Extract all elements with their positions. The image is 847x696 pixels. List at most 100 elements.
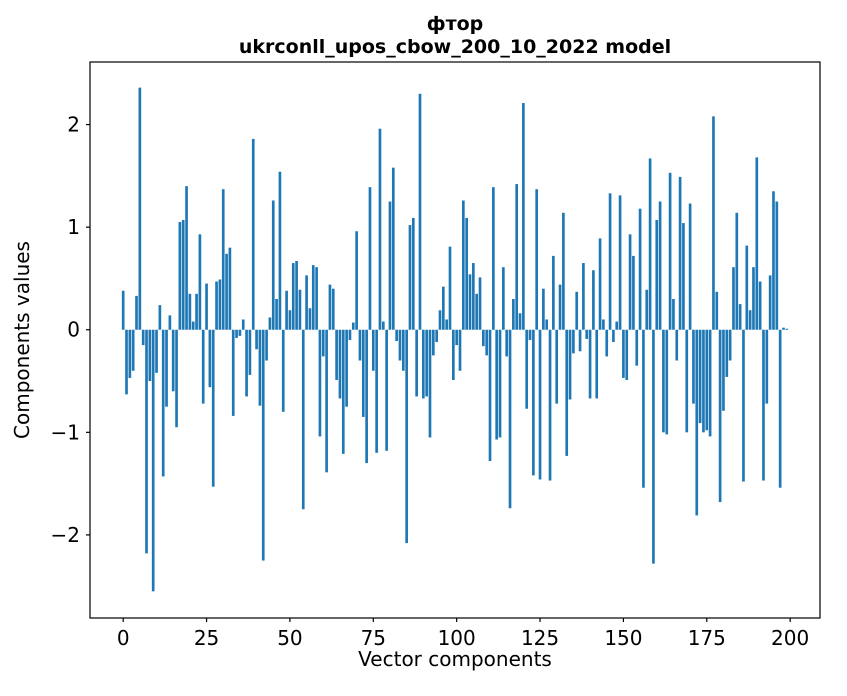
bar <box>625 329 629 381</box>
bar <box>655 219 659 330</box>
bar <box>785 328 789 330</box>
bar <box>712 116 715 330</box>
bar <box>658 201 662 330</box>
bar <box>595 329 599 399</box>
bar <box>148 329 152 382</box>
x-tick-label: 0 <box>117 626 130 650</box>
bar <box>475 293 479 330</box>
bar <box>528 329 532 340</box>
bar <box>441 286 445 330</box>
bar <box>138 87 142 330</box>
bar <box>345 329 348 407</box>
bar <box>492 187 495 330</box>
bar <box>588 329 592 399</box>
bar <box>632 255 635 330</box>
bar <box>758 281 762 330</box>
bar <box>201 329 205 404</box>
bar <box>485 329 489 356</box>
bar <box>401 329 405 371</box>
bar <box>778 329 782 488</box>
bar <box>355 231 358 330</box>
bar <box>612 329 615 343</box>
bar <box>602 319 605 330</box>
bar <box>245 329 248 397</box>
bar <box>181 219 185 330</box>
bar <box>705 329 709 431</box>
bar <box>211 329 215 487</box>
bar <box>672 298 675 330</box>
bar <box>341 329 345 454</box>
bar <box>508 329 512 509</box>
bar <box>578 329 582 352</box>
bar <box>425 329 428 397</box>
bar <box>125 329 128 395</box>
bar <box>315 267 318 330</box>
bar <box>335 329 338 381</box>
bar <box>178 222 182 330</box>
bar <box>752 267 755 330</box>
bar <box>512 298 515 330</box>
bar <box>311 265 315 330</box>
bar <box>348 329 352 340</box>
bar <box>642 329 645 488</box>
bar <box>552 255 555 330</box>
x-tick-label: 175 <box>688 626 726 650</box>
bar <box>271 200 275 330</box>
bar <box>145 329 148 554</box>
bar <box>375 329 378 453</box>
bar <box>365 329 368 464</box>
bar <box>685 329 689 433</box>
bar <box>598 238 602 330</box>
bar <box>318 329 322 437</box>
bar <box>385 329 388 451</box>
bar <box>231 329 235 416</box>
bar <box>228 247 232 330</box>
bar <box>421 329 425 399</box>
y-tick-label: −1 <box>51 420 80 444</box>
bar <box>325 329 328 473</box>
bar <box>745 245 749 330</box>
bar <box>301 329 305 510</box>
bar <box>258 329 262 406</box>
bar <box>165 329 168 407</box>
bar <box>371 329 375 371</box>
bar <box>738 304 742 330</box>
bar <box>171 329 175 392</box>
bar <box>662 329 665 433</box>
bar <box>722 329 725 411</box>
bar <box>695 329 699 516</box>
axes-spines <box>89 61 821 619</box>
bar <box>128 329 132 378</box>
x-tick-label: 25 <box>194 626 219 650</box>
chart-title: фтор <box>427 13 484 35</box>
bar <box>545 319 549 330</box>
bar <box>255 329 258 350</box>
bar <box>765 329 769 404</box>
bar <box>411 217 415 330</box>
bar <box>498 329 502 438</box>
bar <box>158 305 162 330</box>
bar <box>782 327 785 330</box>
bar <box>608 193 612 330</box>
chart-subtitle: ukrconll_upos_cbow_200_10_2022 model <box>239 36 671 58</box>
bar <box>775 201 779 330</box>
bar <box>218 279 222 330</box>
y-axis-label: Components values <box>10 241 34 439</box>
bar <box>772 191 775 330</box>
bar <box>305 275 308 330</box>
bar <box>678 176 682 330</box>
bar <box>368 187 372 330</box>
bar <box>582 263 585 330</box>
bar <box>445 319 448 330</box>
bar <box>131 329 135 371</box>
x-tick-label: 50 <box>277 626 302 650</box>
bar <box>648 158 652 330</box>
bar <box>198 234 202 330</box>
bar <box>465 217 469 330</box>
bar <box>468 274 472 330</box>
y-tick-label: 1 <box>67 215 80 239</box>
bar <box>428 329 432 438</box>
bar <box>735 212 739 330</box>
x-tick-label: 150 <box>604 626 642 650</box>
bar <box>702 329 705 433</box>
